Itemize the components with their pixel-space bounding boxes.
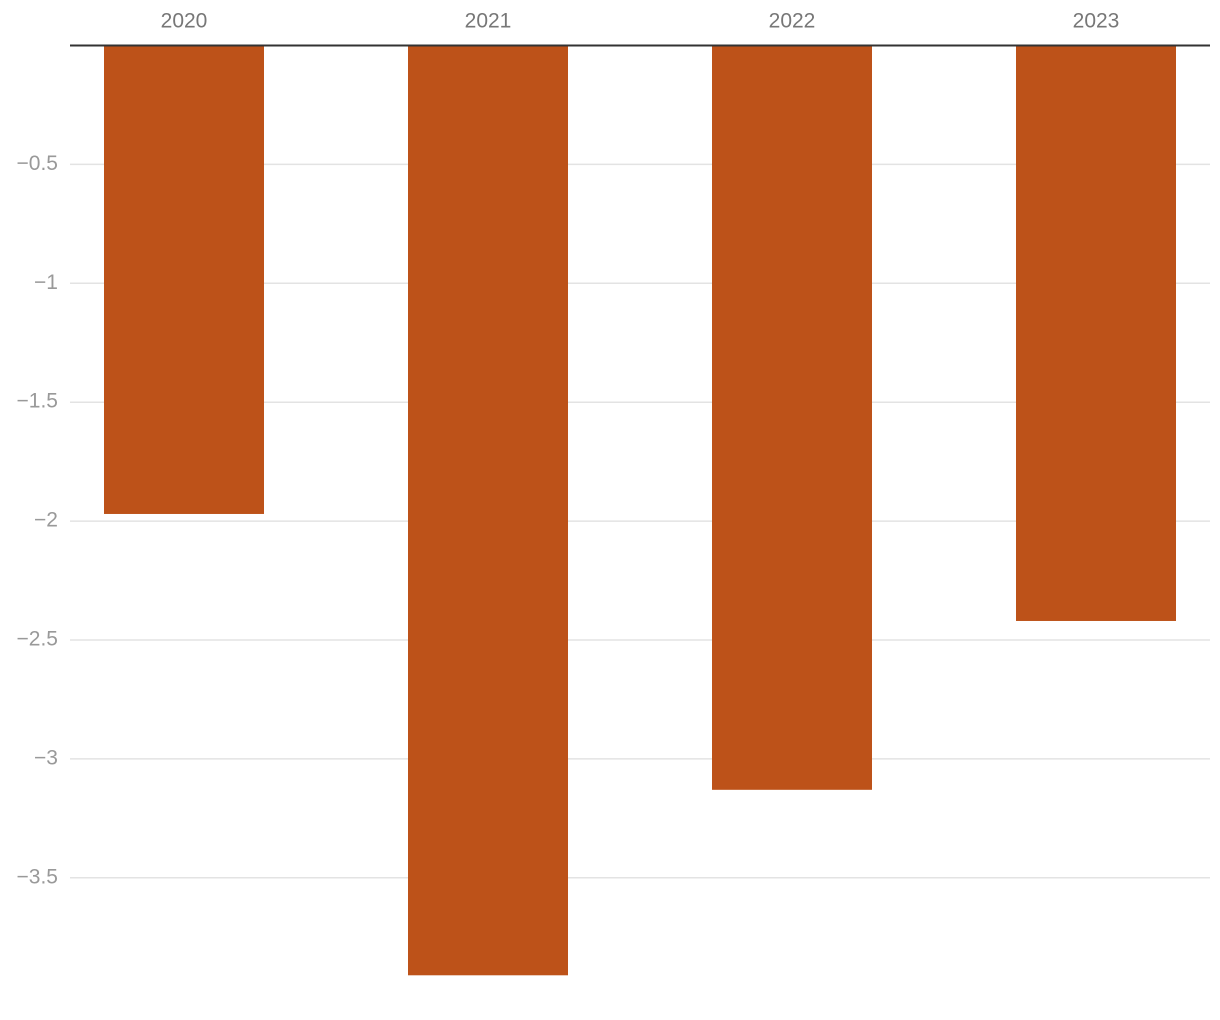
x-tick-label: 2023 [1073, 10, 1120, 33]
x-tick-label: 2021 [465, 10, 512, 33]
x-tick-label: 2022 [769, 10, 816, 33]
y-tick-label: −2 [34, 509, 58, 532]
bar [712, 45, 872, 790]
y-tick-label: −1.5 [17, 390, 58, 413]
bar [104, 45, 264, 514]
y-tick-label: −0.5 [17, 152, 58, 175]
bar [408, 45, 568, 976]
y-tick-label: −1 [34, 271, 58, 294]
bar [1016, 45, 1176, 621]
y-tick-label: −3 [34, 746, 58, 769]
x-tick-label: 2020 [161, 10, 208, 33]
y-tick-label: −2.5 [17, 628, 58, 651]
y-tick-label: −3.5 [17, 865, 58, 888]
